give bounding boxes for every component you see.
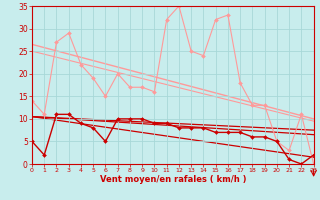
X-axis label: Vent moyen/en rafales ( km/h ): Vent moyen/en rafales ( km/h ) — [100, 175, 246, 184]
